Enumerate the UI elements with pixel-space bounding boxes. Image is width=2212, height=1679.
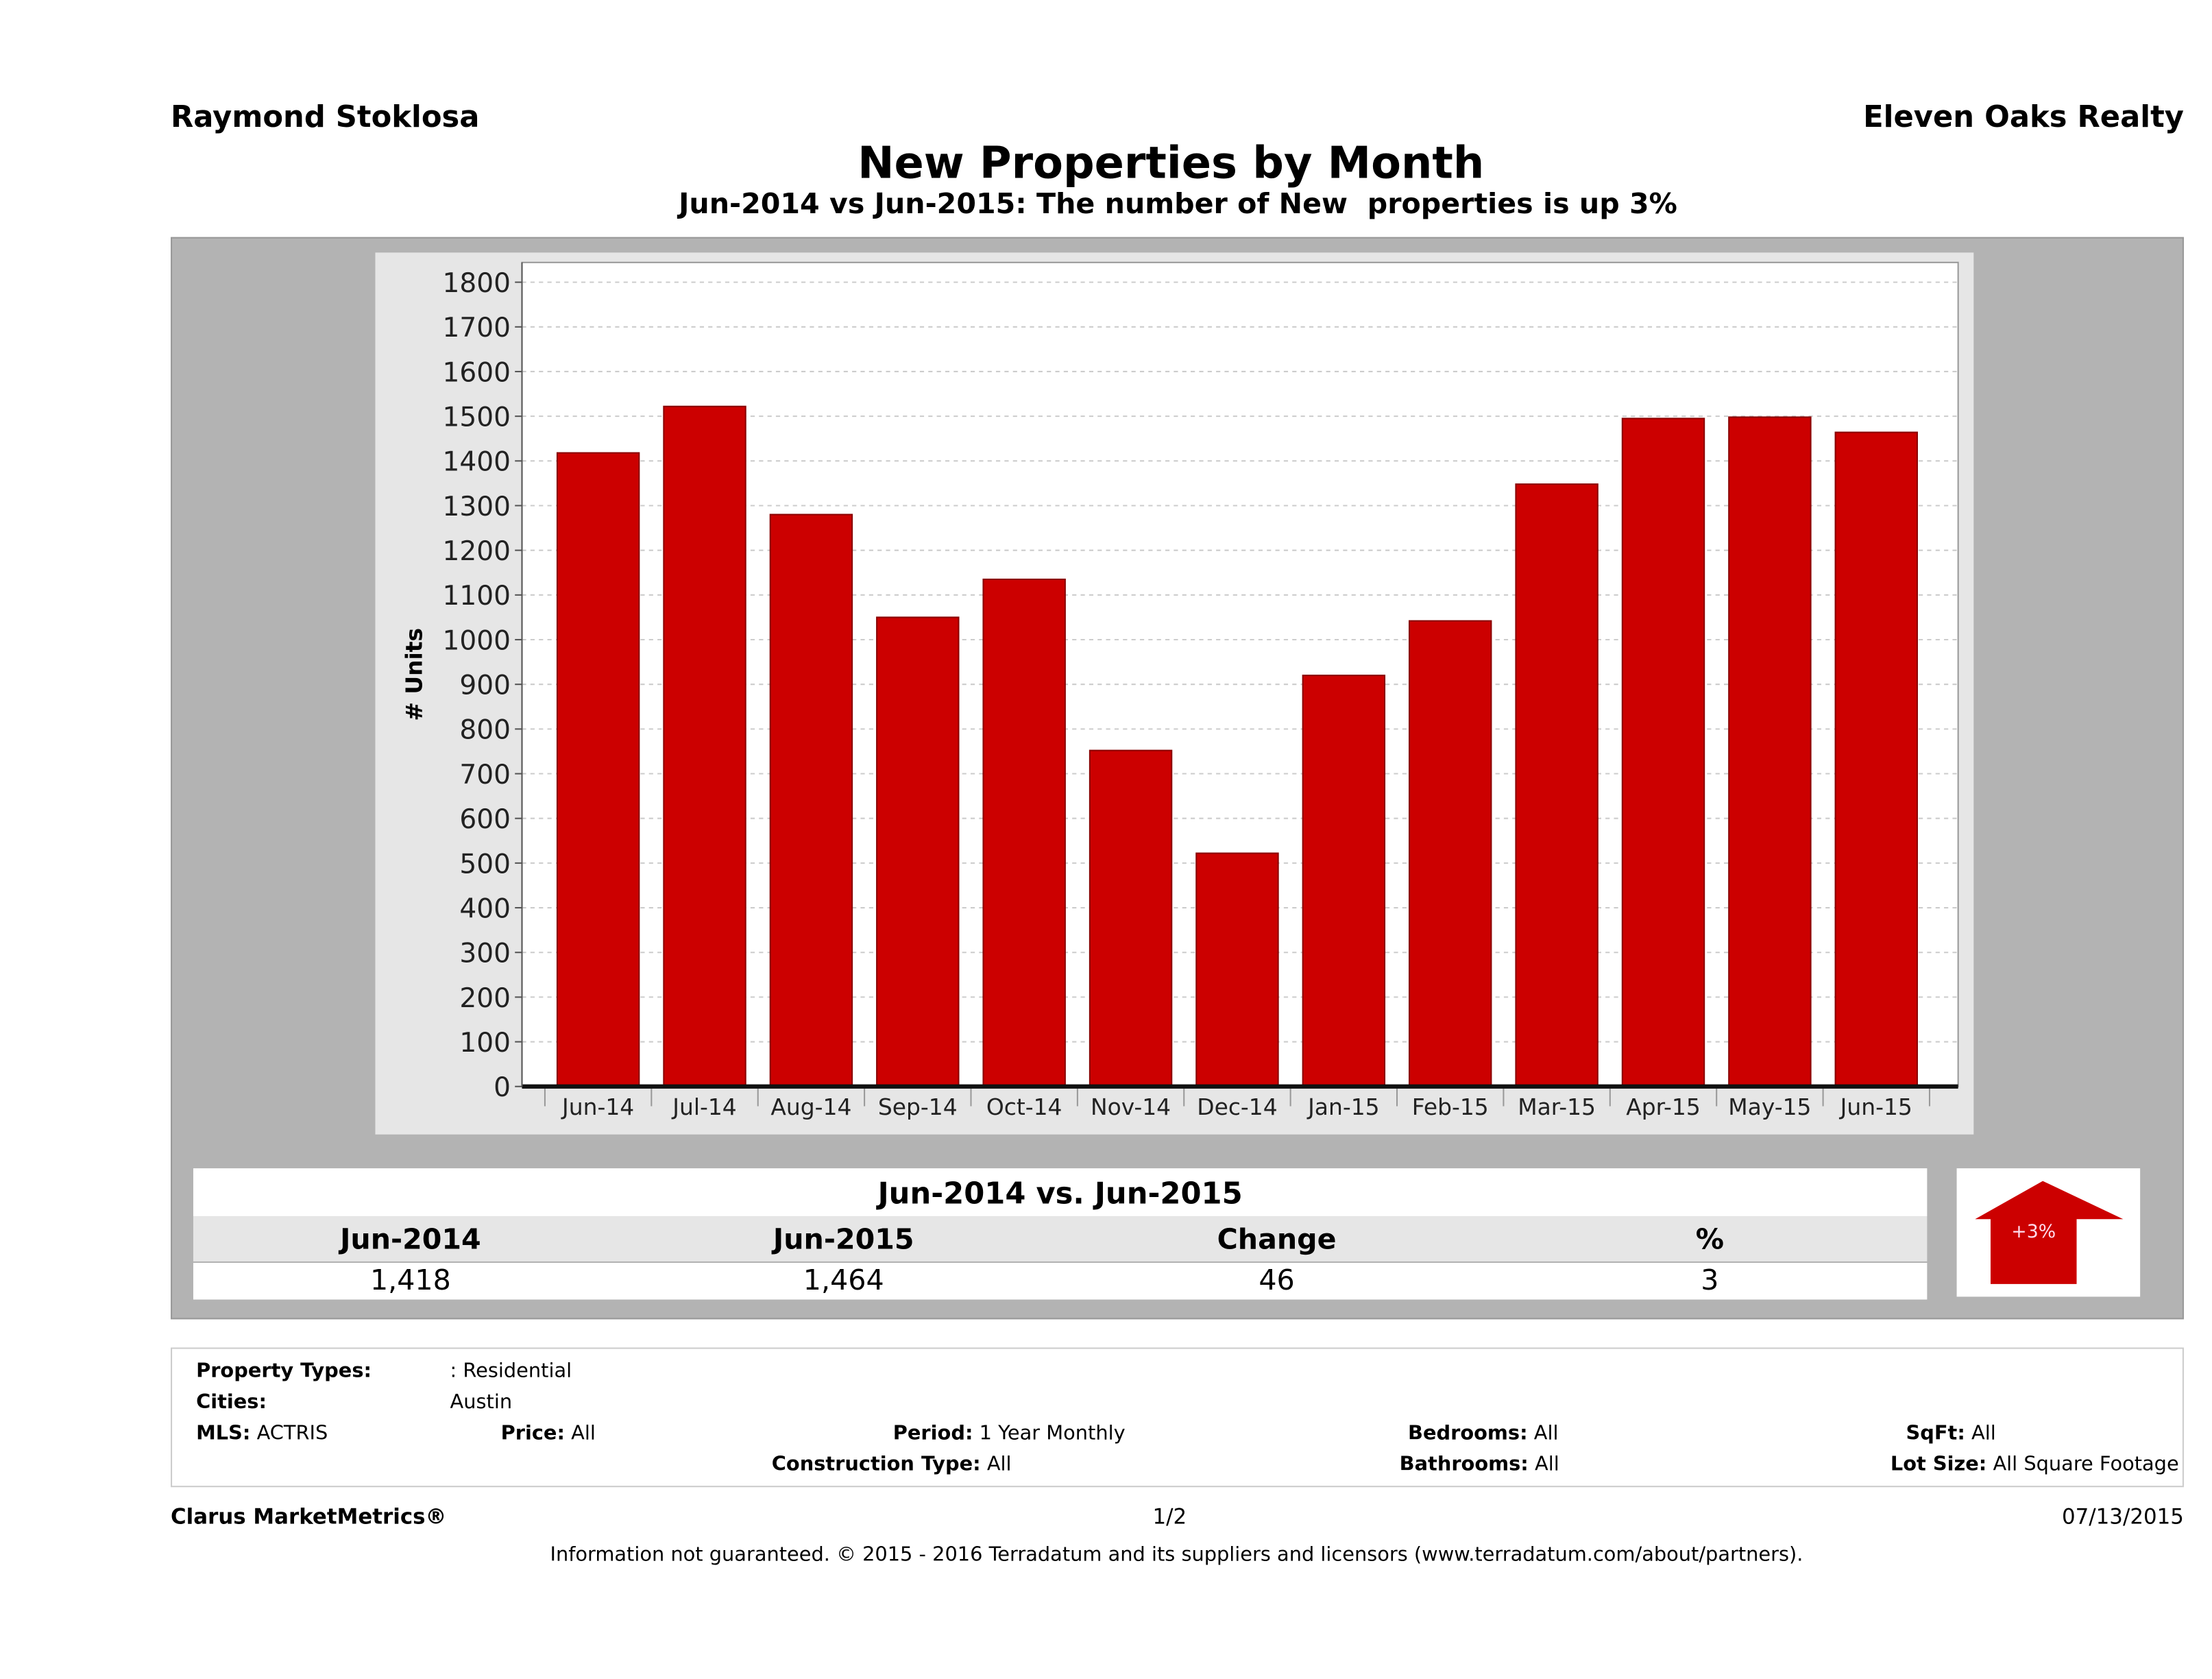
- page-number: 1/2: [1152, 1503, 1187, 1530]
- summary-title: Jun-2014 vs. Jun-2015: [193, 1168, 1928, 1217]
- bar-Sep-14: [876, 616, 960, 1087]
- report-criteria: Property Types: : Residential Cities: Au…: [171, 1347, 2184, 1488]
- summary-header-row: Jun-2014 Jun-2015 Change %: [193, 1216, 1928, 1261]
- bar-Feb-15: [1409, 620, 1492, 1087]
- bar-chart: 0 100 200 300 400 500 600 700 800 900 1000 1100 1200…: [400, 261, 1959, 1120]
- y-tick-label: 500: [459, 849, 511, 880]
- label: Lot Size:: [1890, 1453, 1987, 1476]
- y-tick-label: 800: [459, 715, 511, 746]
- x-tick-label: Oct-14: [986, 1094, 1062, 1120]
- bar-Jun-15: [1834, 431, 1918, 1087]
- up-arrow-icon: [1975, 1181, 2124, 1284]
- bar-Jan-15: [1302, 675, 1386, 1087]
- bar-Oct-14: [982, 578, 1066, 1087]
- x-tick-label: Aug-14: [770, 1094, 851, 1120]
- summary-header: %: [1695, 1222, 1725, 1256]
- label: Construction Type:: [771, 1453, 981, 1476]
- summary-header: Jun-2015: [773, 1222, 914, 1256]
- summary-value: 1,464: [803, 1262, 884, 1297]
- x-tick-label: Nov-14: [1091, 1094, 1171, 1120]
- y-tick-label: 1500: [443, 402, 511, 433]
- y-tick-label: 1300: [443, 492, 511, 522]
- label: Period:: [892, 1422, 973, 1445]
- y-tick-label: 1800: [443, 268, 511, 299]
- y-tick-label: 900: [459, 671, 511, 701]
- label: Price:: [500, 1422, 565, 1445]
- y-tick-label: 400: [459, 893, 511, 924]
- label: Bathrooms:: [1399, 1453, 1529, 1476]
- summary-value-row: 1,418 1,464 46 3: [193, 1262, 1928, 1300]
- x-tick-label: May-15: [1728, 1094, 1811, 1120]
- summary-value: 46: [1259, 1262, 1295, 1297]
- summary-header: Change: [1217, 1222, 1337, 1256]
- bar-May-15: [1728, 416, 1812, 1087]
- bar-Nov-14: [1089, 749, 1173, 1087]
- y-axis-label: # Units: [400, 628, 427, 721]
- sqft-value: All: [1971, 1422, 1996, 1445]
- bar-Aug-14: [769, 514, 853, 1087]
- agent-name: Raymond Stoklosa: [171, 100, 480, 134]
- lot-size-value: All Square Footage: [1993, 1453, 2179, 1476]
- y-tick-label: 1400: [443, 447, 511, 478]
- bar-Dec-14: [1195, 852, 1279, 1087]
- summary-value: 1,418: [369, 1262, 451, 1297]
- brand: Clarus MarketMetrics®: [171, 1503, 447, 1530]
- x-tick-label: Sep-14: [878, 1094, 958, 1120]
- summary-header: Jun-2014: [340, 1222, 481, 1256]
- y-tick-label: 700: [459, 760, 511, 790]
- y-tick-label: 1000: [443, 625, 511, 656]
- bar-Jul-14: [663, 405, 746, 1087]
- x-tick-label: Apr-15: [1626, 1094, 1701, 1120]
- y-tick-label: 200: [459, 983, 511, 1014]
- y-tick-label: 1200: [443, 536, 511, 567]
- label: MLS:: [196, 1422, 251, 1445]
- y-tick-label: 1100: [443, 581, 511, 612]
- chart-title: New Properties by Month: [858, 138, 1485, 189]
- bar-Jun-14: [556, 452, 640, 1087]
- y-tick-label: 100: [459, 1028, 511, 1059]
- x-tick-label: Jan-15: [1306, 1094, 1379, 1120]
- label: Cities:: [196, 1391, 267, 1414]
- chart-area: 0 100 200 300 400 500 600 700 800 900 1000 1100 1200…: [375, 252, 1974, 1135]
- bedrooms-value: All: [1533, 1422, 1559, 1445]
- x-tick-label: Dec-14: [1197, 1094, 1277, 1120]
- y-tick-label: 600: [459, 804, 511, 835]
- bar-Apr-15: [1621, 418, 1705, 1087]
- cities-value: Austin: [450, 1391, 513, 1414]
- label: SqFt:: [1906, 1422, 1965, 1445]
- construction-value: All: [986, 1453, 1012, 1476]
- period-value: 1 Year Monthly: [979, 1422, 1126, 1445]
- bathrooms-value: All: [1534, 1453, 1559, 1476]
- label: Bedrooms:: [1407, 1422, 1528, 1445]
- x-tick-label: Jun-14: [561, 1094, 634, 1120]
- x-tick-label: Jul-14: [671, 1094, 736, 1120]
- property-types-value: : Residential: [450, 1360, 572, 1383]
- x-tick-label: Feb-15: [1412, 1094, 1489, 1120]
- y-tick-label: 1700: [443, 313, 511, 343]
- chart-subtitle: Jun-2014 vs Jun-2015: The number of New …: [679, 186, 1677, 221]
- y-tick-label: 0: [494, 1072, 511, 1103]
- disclaimer: Information not guaranteed. © 2015 - 201…: [550, 1543, 1803, 1567]
- mls-value: ACTRIS: [256, 1422, 328, 1445]
- bar-Mar-15: [1515, 483, 1599, 1087]
- change-badge-label: +3%: [2011, 1222, 2056, 1244]
- summary-value: 3: [1701, 1262, 1719, 1297]
- brokerage-name: Eleven Oaks Realty: [1863, 100, 2184, 134]
- y-tick-label: 300: [459, 939, 511, 969]
- change-badge: +3%: [1956, 1168, 2141, 1297]
- label: Property Types:: [196, 1360, 372, 1383]
- price-value: All: [571, 1422, 596, 1445]
- x-tick-label: Mar-15: [1518, 1094, 1596, 1120]
- report-date: 07/13/2015: [2061, 1503, 2184, 1530]
- y-tick-label: 1600: [443, 357, 511, 388]
- x-tick-label: Jun-15: [1839, 1094, 1912, 1120]
